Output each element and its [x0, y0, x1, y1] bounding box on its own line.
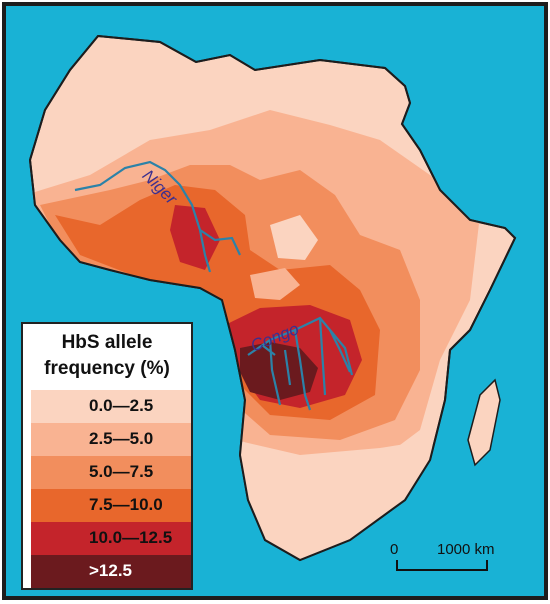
legend-swatch: [31, 489, 191, 522]
legend-swatch: [31, 522, 191, 555]
madagascar-island: [467, 378, 501, 467]
legend-label: 2.5—5.0: [89, 429, 154, 448]
legend-label: >12.5: [89, 561, 133, 580]
scale-distance-label: 1000 km: [437, 541, 495, 558]
zone-10-to-12-5: [170, 205, 362, 408]
legend-item: 2.5—5.0: [31, 423, 191, 456]
legend-title-line1: HbS allele: [61, 332, 153, 353]
legend-title-line2: frequency (%): [44, 358, 170, 379]
legend-item: >12.5: [31, 555, 191, 588]
legend-label: 7.5—10.0: [89, 495, 163, 514]
legend-label: 5.0—7.5: [89, 462, 154, 481]
legend-swatch: [31, 390, 191, 423]
legend-item: 7.5—10.0: [31, 489, 191, 522]
legend-swatch: [31, 555, 191, 588]
africa-coastline: [28, 34, 517, 562]
legend-title: HbS allele frequency (%): [23, 330, 191, 382]
niger-river: [74, 160, 241, 273]
congo-river: [247, 316, 354, 411]
legend: HbS allele frequency (%) 0.0—2.5 2.5—5.0…: [21, 322, 193, 590]
legend-swatch: [31, 456, 191, 489]
scale-zero-label: 0: [390, 541, 399, 558]
legend-label: 10.0—12.5: [89, 528, 173, 547]
zone-light-patch: [270, 215, 318, 260]
legend-item: 10.0—12.5: [31, 522, 191, 555]
legend-swatch: [31, 423, 191, 456]
legend-label: 0.0—2.5: [89, 396, 154, 415]
scale-bar: [396, 560, 488, 571]
zone-light-patch: [250, 268, 300, 300]
legend-item: 5.0—7.5: [31, 456, 191, 489]
legend-item: 0.0—2.5: [31, 390, 191, 423]
